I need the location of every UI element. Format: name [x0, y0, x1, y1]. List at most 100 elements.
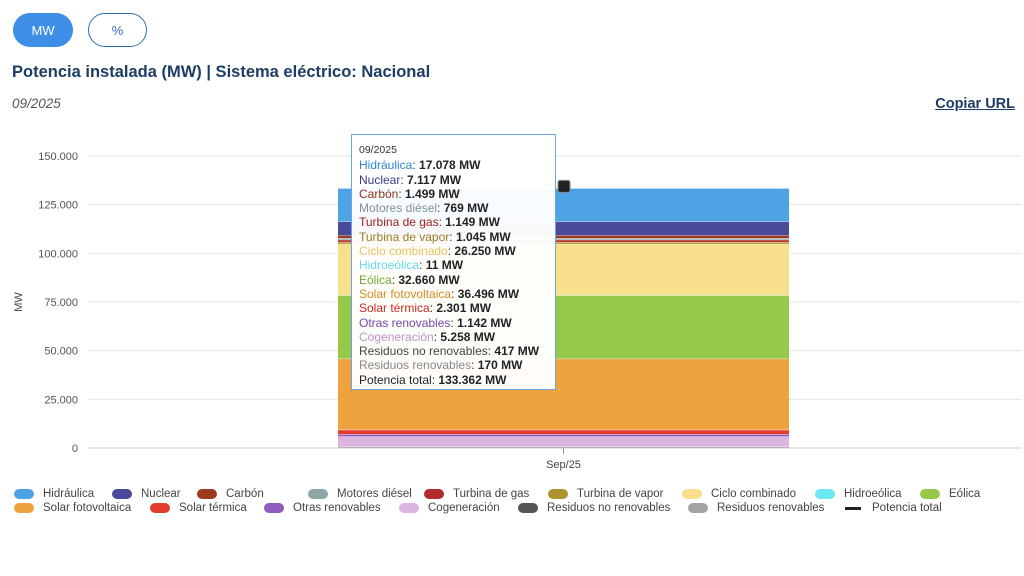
legend-label: Motores diésel — [337, 488, 412, 500]
legend-item[interactable]: Otras renovables — [264, 502, 399, 514]
legend-swatch — [264, 503, 284, 513]
tooltip-series-value: 769 MW — [443, 201, 489, 216]
legend-label: Otras renovables — [293, 502, 381, 514]
copy-url-link[interactable]: Copiar URL — [935, 96, 1015, 112]
legend-item[interactable]: Solar fotovoltaica — [14, 502, 150, 514]
tooltip-row: Solar térmica: 2.301 MW — [359, 301, 492, 316]
legend-swatch — [150, 503, 170, 513]
y-tick-label: 50.000 — [44, 346, 78, 358]
tooltip-row: Hidroeólica: 11 MW — [359, 258, 464, 273]
tooltip-series-name: Carbón — [359, 186, 399, 201]
tooltip-row: Carbón: 1.499 MW — [359, 186, 460, 201]
bar-segment-cogeneración[interactable] — [338, 436, 789, 447]
bar-segment-motores-diésel[interactable] — [338, 238, 789, 240]
x-tick-label: Sep/25 — [546, 459, 581, 471]
y-tick-label: 150.000 — [38, 151, 78, 163]
y-tick-label: 125.000 — [38, 200, 78, 212]
tooltip-series-value: 1.142 MW — [457, 315, 512, 330]
legend-item[interactable]: Motores diésel — [308, 488, 424, 500]
tooltip-series-name: Solar fotovoltaica — [359, 286, 452, 301]
legend-swatch — [308, 489, 328, 499]
legend-item[interactable]: Turbina de gas — [424, 488, 548, 500]
tooltip-series-value: 2.301 MW — [436, 301, 492, 316]
legend-swatch — [399, 503, 419, 513]
y-tick-label: 100.000 — [38, 248, 78, 260]
legend-item[interactable]: Cogeneración — [399, 502, 518, 514]
bar-segment-residuos-no-renovables[interactable] — [338, 446, 789, 448]
legend-item[interactable]: Hidroeólica — [815, 488, 920, 500]
tooltip-row: Eólica: 32.660 MW — [359, 272, 460, 287]
tooltip-series-name: Ciclo combinado — [359, 244, 448, 259]
tooltip-series-value: 1.149 MW — [445, 215, 500, 230]
tooltip-series-value: 7.117 MW — [407, 172, 462, 187]
tooltip-row: Otras renovables: 1.142 MW — [359, 315, 512, 330]
legend-item[interactable]: Turbina de vapor — [548, 488, 682, 500]
bar-segment-carbón[interactable] — [338, 235, 789, 239]
tooltip-row: Residuos no renovables: 417 MW — [359, 344, 540, 359]
legend-label: Residuos no renovables — [547, 502, 671, 514]
legend-label: Hidroeólica — [844, 488, 902, 500]
tooltip-series-value: 36.496 MW — [457, 286, 520, 301]
tooltip-series-value: 1.045 MW — [455, 229, 511, 244]
tooltip-series-name: Turbina de gas — [359, 215, 439, 230]
tooltip-series-name: Cogeneración — [359, 329, 434, 344]
tooltip-series-name: Turbina de vapor — [359, 229, 450, 244]
page-title: Potencia instalada (MW) | Sistema eléctr… — [12, 63, 431, 81]
legend-swatch — [688, 503, 708, 513]
legend-item[interactable]: Solar térmica — [150, 502, 264, 514]
legend-label: Solar fotovoltaica — [43, 502, 132, 514]
legend-swatch — [424, 489, 444, 499]
y-tick-label: 0 — [72, 443, 78, 455]
tooltip-series-value: 17.078 MW — [419, 158, 481, 173]
total-marker[interactable] — [557, 179, 571, 193]
mw-toggle-button[interactable]: MW — [13, 13, 73, 47]
tooltip-series-value: 417 MW — [494, 344, 540, 359]
legend-label: Turbina de vapor — [577, 488, 664, 500]
tooltip-row: Cogeneración: 5.258 MW — [359, 329, 496, 344]
tooltip-series-name: Hidroeólica — [359, 258, 420, 273]
legend-item[interactable]: Carbón — [197, 488, 308, 500]
tooltip-series-name: Residuos renovables — [359, 358, 472, 373]
tooltip-series-name: Hidráulica — [359, 158, 413, 173]
legend-item[interactable]: Residuos renovables — [688, 502, 843, 514]
legend-label: Ciclo combinado — [711, 488, 797, 500]
legend-item[interactable]: Potencia total — [843, 502, 943, 514]
tooltip-row: Turbina de vapor: 1.045 MW — [359, 229, 511, 244]
tooltip-series-name: Nuclear — [359, 172, 401, 187]
bar-segment-turbina-de-vapor[interactable] — [338, 242, 789, 245]
legend-item[interactable]: Nuclear — [112, 488, 197, 500]
tooltip-series-name: Otras renovables — [359, 315, 451, 330]
legend-swatch — [112, 489, 132, 499]
legend-swatch — [548, 489, 568, 499]
legend-label: Solar térmica — [179, 502, 247, 514]
bar-segment-solar-térmica[interactable] — [338, 429, 789, 435]
chart-legend: Hidráulica Nuclear Carbón Motores diésel Tur… — [14, 487, 1014, 515]
legend-swatch — [14, 503, 34, 513]
legend-label: Potencia total — [872, 502, 942, 514]
legend-item[interactable]: Ciclo combinado — [682, 488, 815, 500]
tooltip-series-name: Solar térmica — [359, 301, 430, 316]
legend-item[interactable]: Residuos no renovables — [518, 502, 688, 514]
tooltip-series-name: Motores diésel — [359, 201, 438, 216]
tooltip-series-value: 133.362 MW — [438, 372, 507, 387]
legend-swatch — [14, 489, 34, 499]
percent-toggle-button[interactable]: % — [88, 13, 147, 47]
tooltip-series-name: Residuos no renovables — [359, 344, 488, 359]
tooltip-series-value: 32.660 MW — [398, 272, 460, 287]
legend-item[interactable]: Hidráulica — [14, 488, 112, 500]
bar-segment-turbina-de-gas[interactable] — [338, 239, 789, 243]
legend-item[interactable]: Eólica — [920, 488, 1000, 500]
tooltip-row: Turbina de gas: 1.149 MW — [359, 215, 500, 230]
tooltip-row: Solar fotovoltaica: 36.496 MW — [359, 286, 520, 301]
y-tick-label: 25.000 — [44, 394, 78, 406]
tooltip-row: Ciclo combinado: 26.250 MW — [359, 244, 516, 259]
legend-swatch — [920, 489, 940, 499]
y-tick-label: 75.000 — [44, 297, 78, 309]
legend-label: Carbón — [226, 488, 264, 500]
tooltip-series-value: 1.499 MW — [405, 186, 460, 201]
legend-swatch — [815, 489, 835, 499]
bar-segment-otras-renovables[interactable] — [338, 434, 789, 437]
tooltip-series-name: Potencia total — [359, 372, 432, 387]
tooltip-row: Nuclear: 7.117 MW — [359, 172, 462, 187]
tooltip-date: 09/2025 — [359, 144, 397, 156]
